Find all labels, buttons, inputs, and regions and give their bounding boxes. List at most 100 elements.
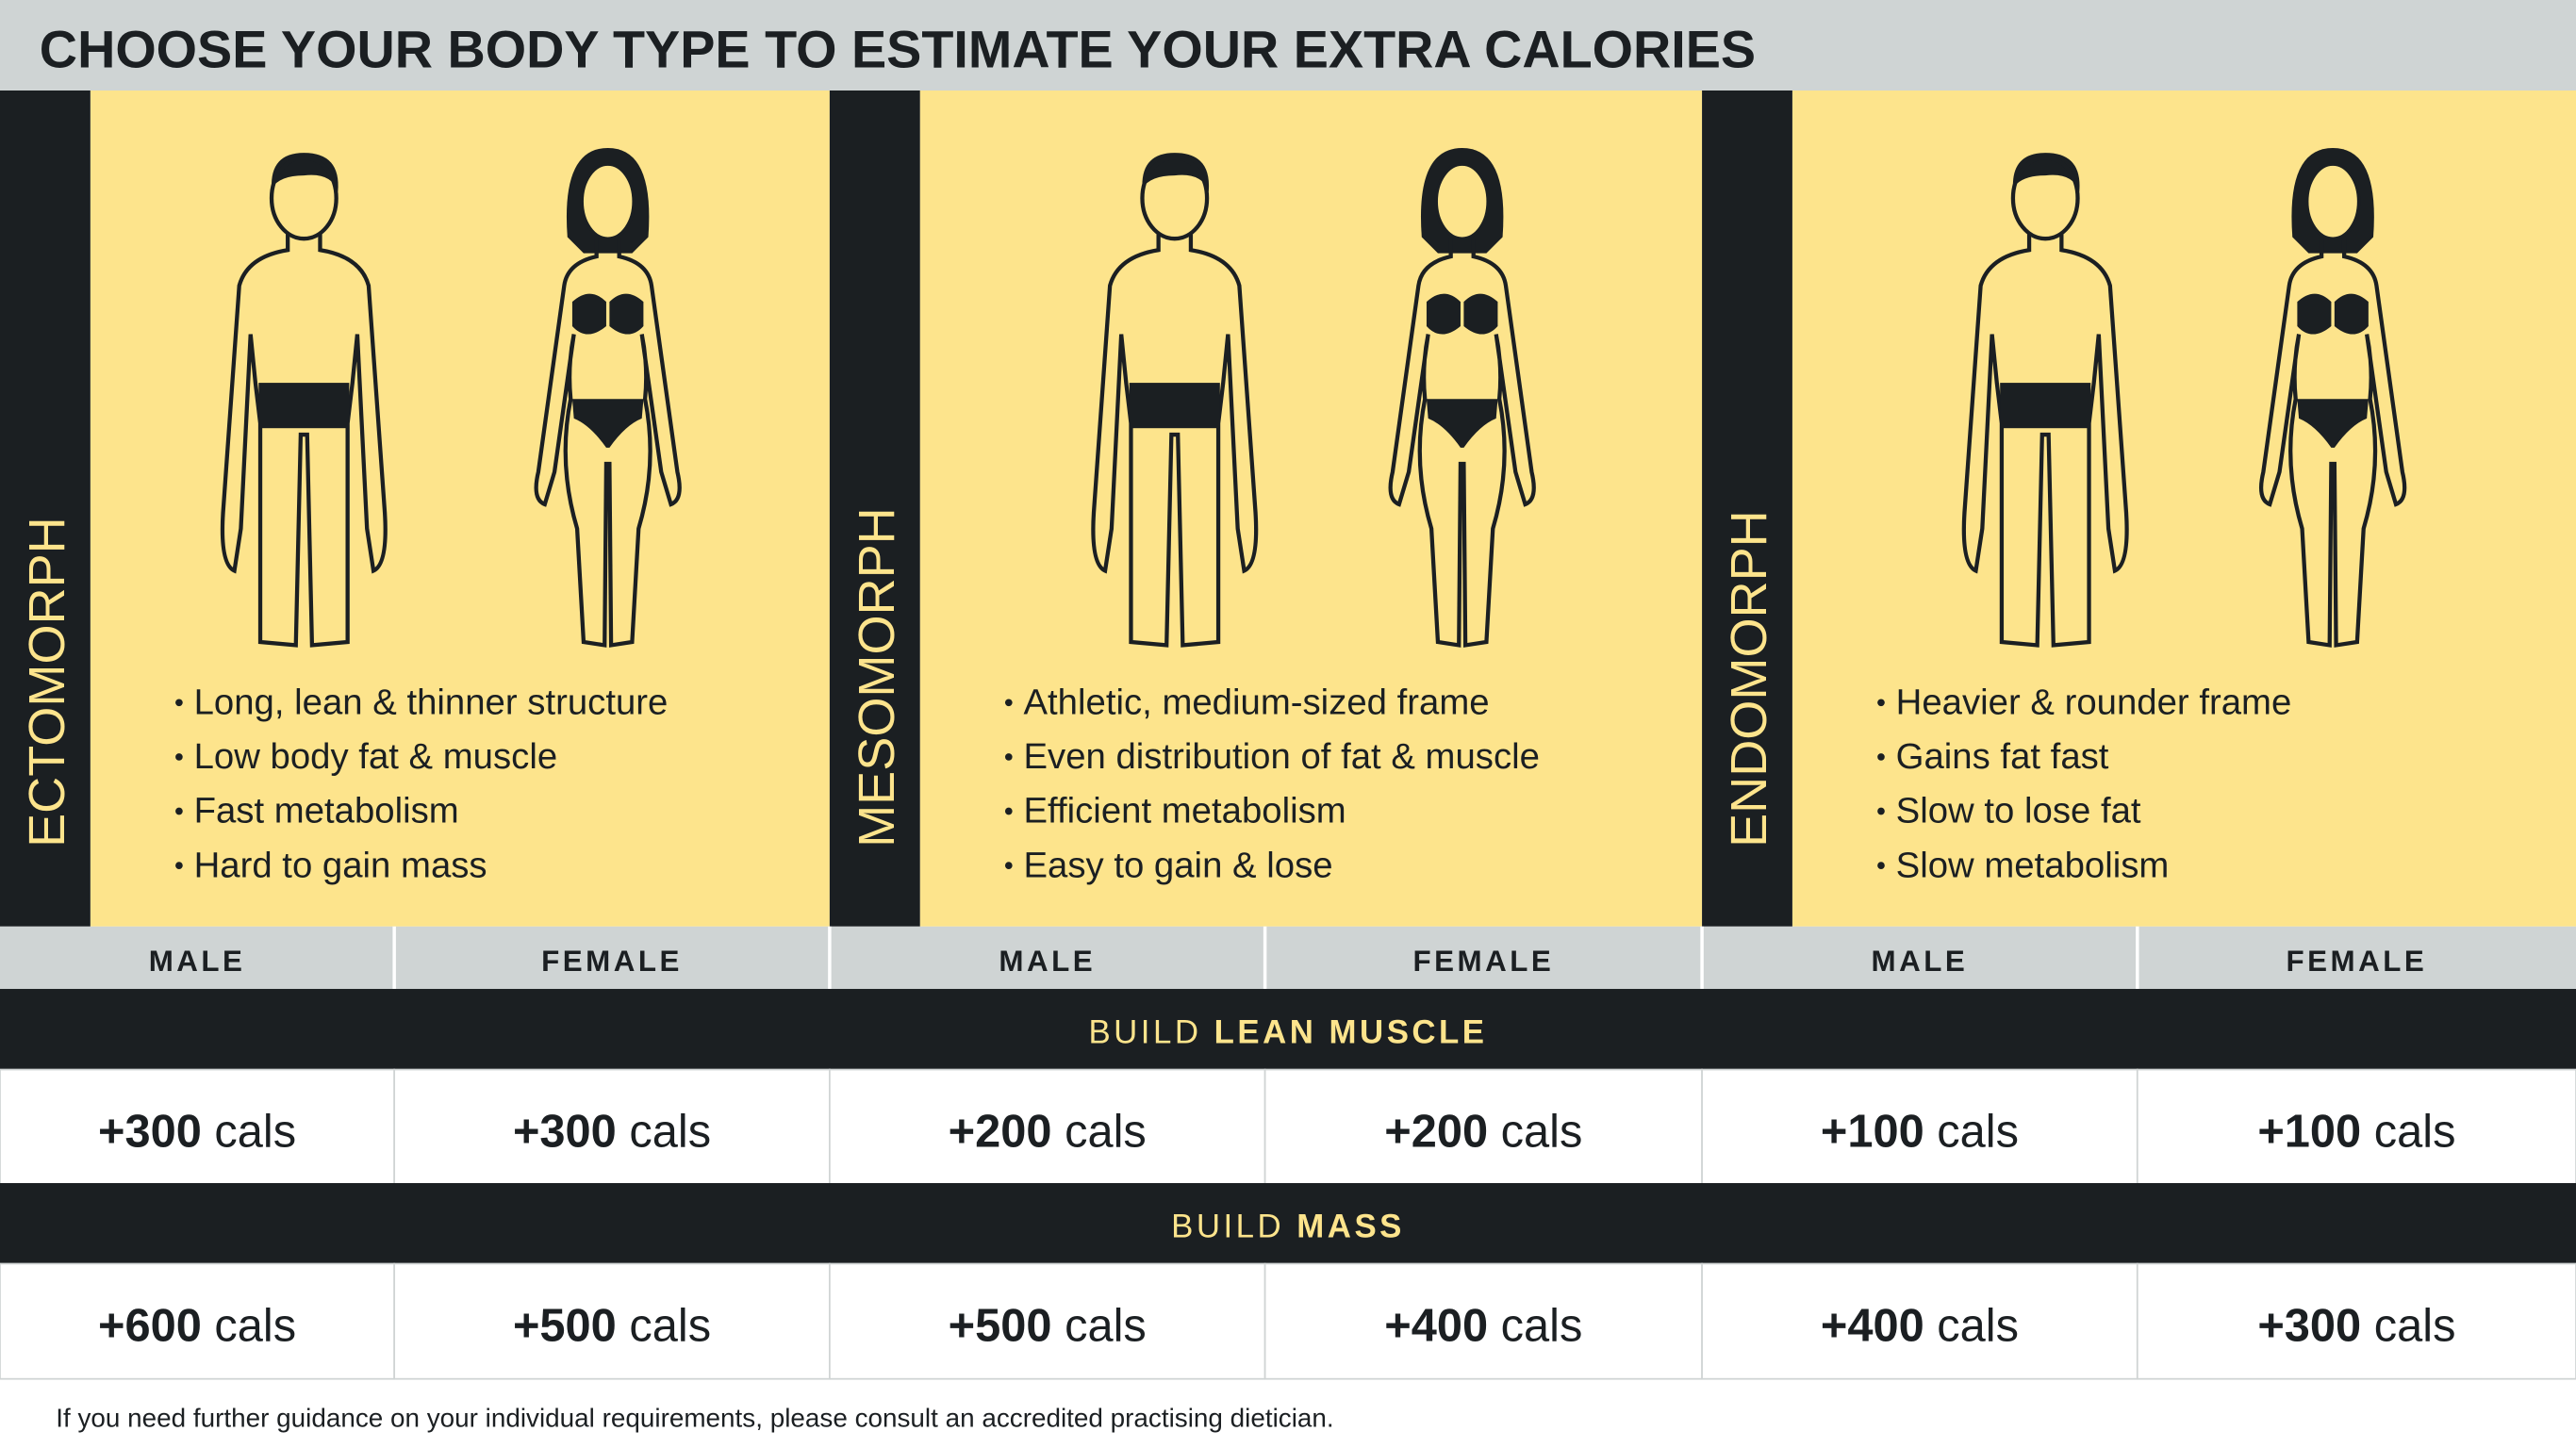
column-header: MALE xyxy=(1872,945,1969,978)
value-cell xyxy=(829,1068,1266,1186)
value-unit: cals xyxy=(1065,1301,1147,1352)
bullet-dot xyxy=(175,862,183,869)
column-header: FEMALE xyxy=(1412,945,1554,978)
column-header: MALE xyxy=(149,945,246,978)
bullet-dot xyxy=(1004,807,1013,815)
value-text: +200 cals xyxy=(1384,1107,1582,1158)
column-header: FEMALE xyxy=(2287,945,2428,978)
bullet-dot xyxy=(1877,699,1885,707)
bullet-text: Fast metabolism xyxy=(194,791,459,831)
value-text: +400 cals xyxy=(1384,1301,1582,1352)
column-header: FEMALE xyxy=(541,945,683,978)
value-cell xyxy=(393,1262,831,1380)
value-amount: +300 xyxy=(98,1107,202,1158)
value-cell xyxy=(0,1262,396,1380)
title-bar xyxy=(0,0,2576,90)
bullet-text: Hard to gain mass xyxy=(194,845,487,885)
value-unit: cals xyxy=(1065,1107,1147,1158)
value-amount: +400 xyxy=(1384,1301,1488,1352)
bullet-text: Athletic, medium-sized frame xyxy=(1023,682,1489,722)
section-label-bold: MASS xyxy=(1296,1209,1405,1245)
value-unit: cals xyxy=(2374,1107,2456,1158)
bullet-text: Even distribution of fat & muscle xyxy=(1023,736,1539,777)
body-type-name: MESOMORPH xyxy=(849,507,905,847)
value-text: +100 cals xyxy=(1821,1107,2019,1158)
bullet-text: Long, lean & thinner structure xyxy=(194,682,669,722)
footer: If you need further guidance on your ind… xyxy=(56,1403,1333,1432)
panel-strip xyxy=(1702,90,1792,927)
value-text: +400 cals xyxy=(1821,1301,2019,1352)
panel-background xyxy=(1792,90,2576,927)
value-unit: cals xyxy=(629,1107,711,1158)
value-amount: +500 xyxy=(513,1301,617,1352)
section-label-prefix: BUILD xyxy=(1088,1014,1201,1051)
bullet-dot xyxy=(175,753,183,761)
section-label-bold: LEAN MUSCLE xyxy=(1214,1014,1488,1051)
panel-background xyxy=(90,90,830,927)
bullet-dot xyxy=(175,807,183,815)
body-type-name: ENDOMORPH xyxy=(1721,510,1777,847)
section-label-prefix: BUILD xyxy=(1171,1209,1284,1245)
bullet-dot xyxy=(175,699,183,707)
bullet-text: Heavier & rounder frame xyxy=(1896,682,2292,722)
value-cell xyxy=(1263,1262,1703,1380)
bullet-text: Efficient metabolism xyxy=(1023,791,1346,831)
value-cell xyxy=(1701,1262,2138,1380)
panel-strip xyxy=(829,90,920,927)
value-text: +300 cals xyxy=(98,1107,296,1158)
value-amount: +300 xyxy=(513,1107,617,1158)
bullet-dot xyxy=(1877,807,1885,815)
value-amount: +200 xyxy=(949,1107,1052,1158)
section-label: BUILD LEAN MUSCLE xyxy=(1088,1014,1487,1051)
value-text: +100 cals xyxy=(2257,1107,2455,1158)
value-text: +600 cals xyxy=(98,1301,296,1352)
panel-strip xyxy=(0,90,91,927)
value-amount: +100 xyxy=(2257,1107,2361,1158)
value-text: +300 cals xyxy=(513,1107,711,1158)
value-text: +200 cals xyxy=(949,1107,1147,1158)
value-unit: cals xyxy=(214,1301,296,1352)
value-amount: +600 xyxy=(98,1301,202,1352)
value-text: +500 cals xyxy=(513,1301,711,1352)
title: CHOOSE YOUR BODY TYPE TO ESTIMATE YOUR E… xyxy=(40,20,1756,79)
section-bar xyxy=(0,1182,2576,1264)
value-unit: cals xyxy=(2374,1301,2456,1352)
section-bar xyxy=(0,989,2576,1070)
bullet-dot xyxy=(1877,862,1885,869)
value-amount: +200 xyxy=(1384,1107,1488,1158)
panel-background xyxy=(919,90,1703,927)
value-unit: cals xyxy=(1937,1107,2019,1158)
value-cell xyxy=(829,1262,1266,1380)
bullet-text: Easy to gain & lose xyxy=(1023,845,1332,885)
value-unit: cals xyxy=(629,1301,711,1352)
bullet-text: Low body fat & muscle xyxy=(194,736,558,777)
bullet-text: Slow metabolism xyxy=(1896,845,2170,885)
value-cell xyxy=(2136,1068,2576,1186)
value-unit: cals xyxy=(1501,1301,1583,1352)
value-amount: +300 xyxy=(2257,1301,2361,1352)
bullet-dot xyxy=(1004,699,1013,707)
value-text: +300 cals xyxy=(2257,1301,2455,1352)
body-type-name: ECTOMORPH xyxy=(19,517,75,847)
value-cell xyxy=(0,1068,396,1186)
bullet-dot xyxy=(1004,862,1013,869)
value-cell xyxy=(1701,1068,2138,1186)
value-amount: +500 xyxy=(949,1301,1052,1352)
value-cell xyxy=(1263,1068,1703,1186)
value-unit: cals xyxy=(1501,1107,1583,1158)
bullet-dot xyxy=(1877,753,1885,761)
value-unit: cals xyxy=(1937,1301,2019,1352)
bullet-text: Slow to lose fat xyxy=(1896,791,2141,831)
value-text: +500 cals xyxy=(949,1301,1147,1352)
bullet-dot xyxy=(1004,753,1013,761)
column-header-bar xyxy=(0,926,2576,990)
bullet-text: Gains fat fast xyxy=(1896,736,2109,777)
value-cell xyxy=(2136,1262,2576,1380)
value-unit: cals xyxy=(214,1107,296,1158)
section-label: BUILD MASS xyxy=(1171,1209,1405,1245)
value-amount: +400 xyxy=(1821,1301,1924,1352)
value-amount: +100 xyxy=(1821,1107,1924,1158)
column-header: MALE xyxy=(999,945,1096,978)
